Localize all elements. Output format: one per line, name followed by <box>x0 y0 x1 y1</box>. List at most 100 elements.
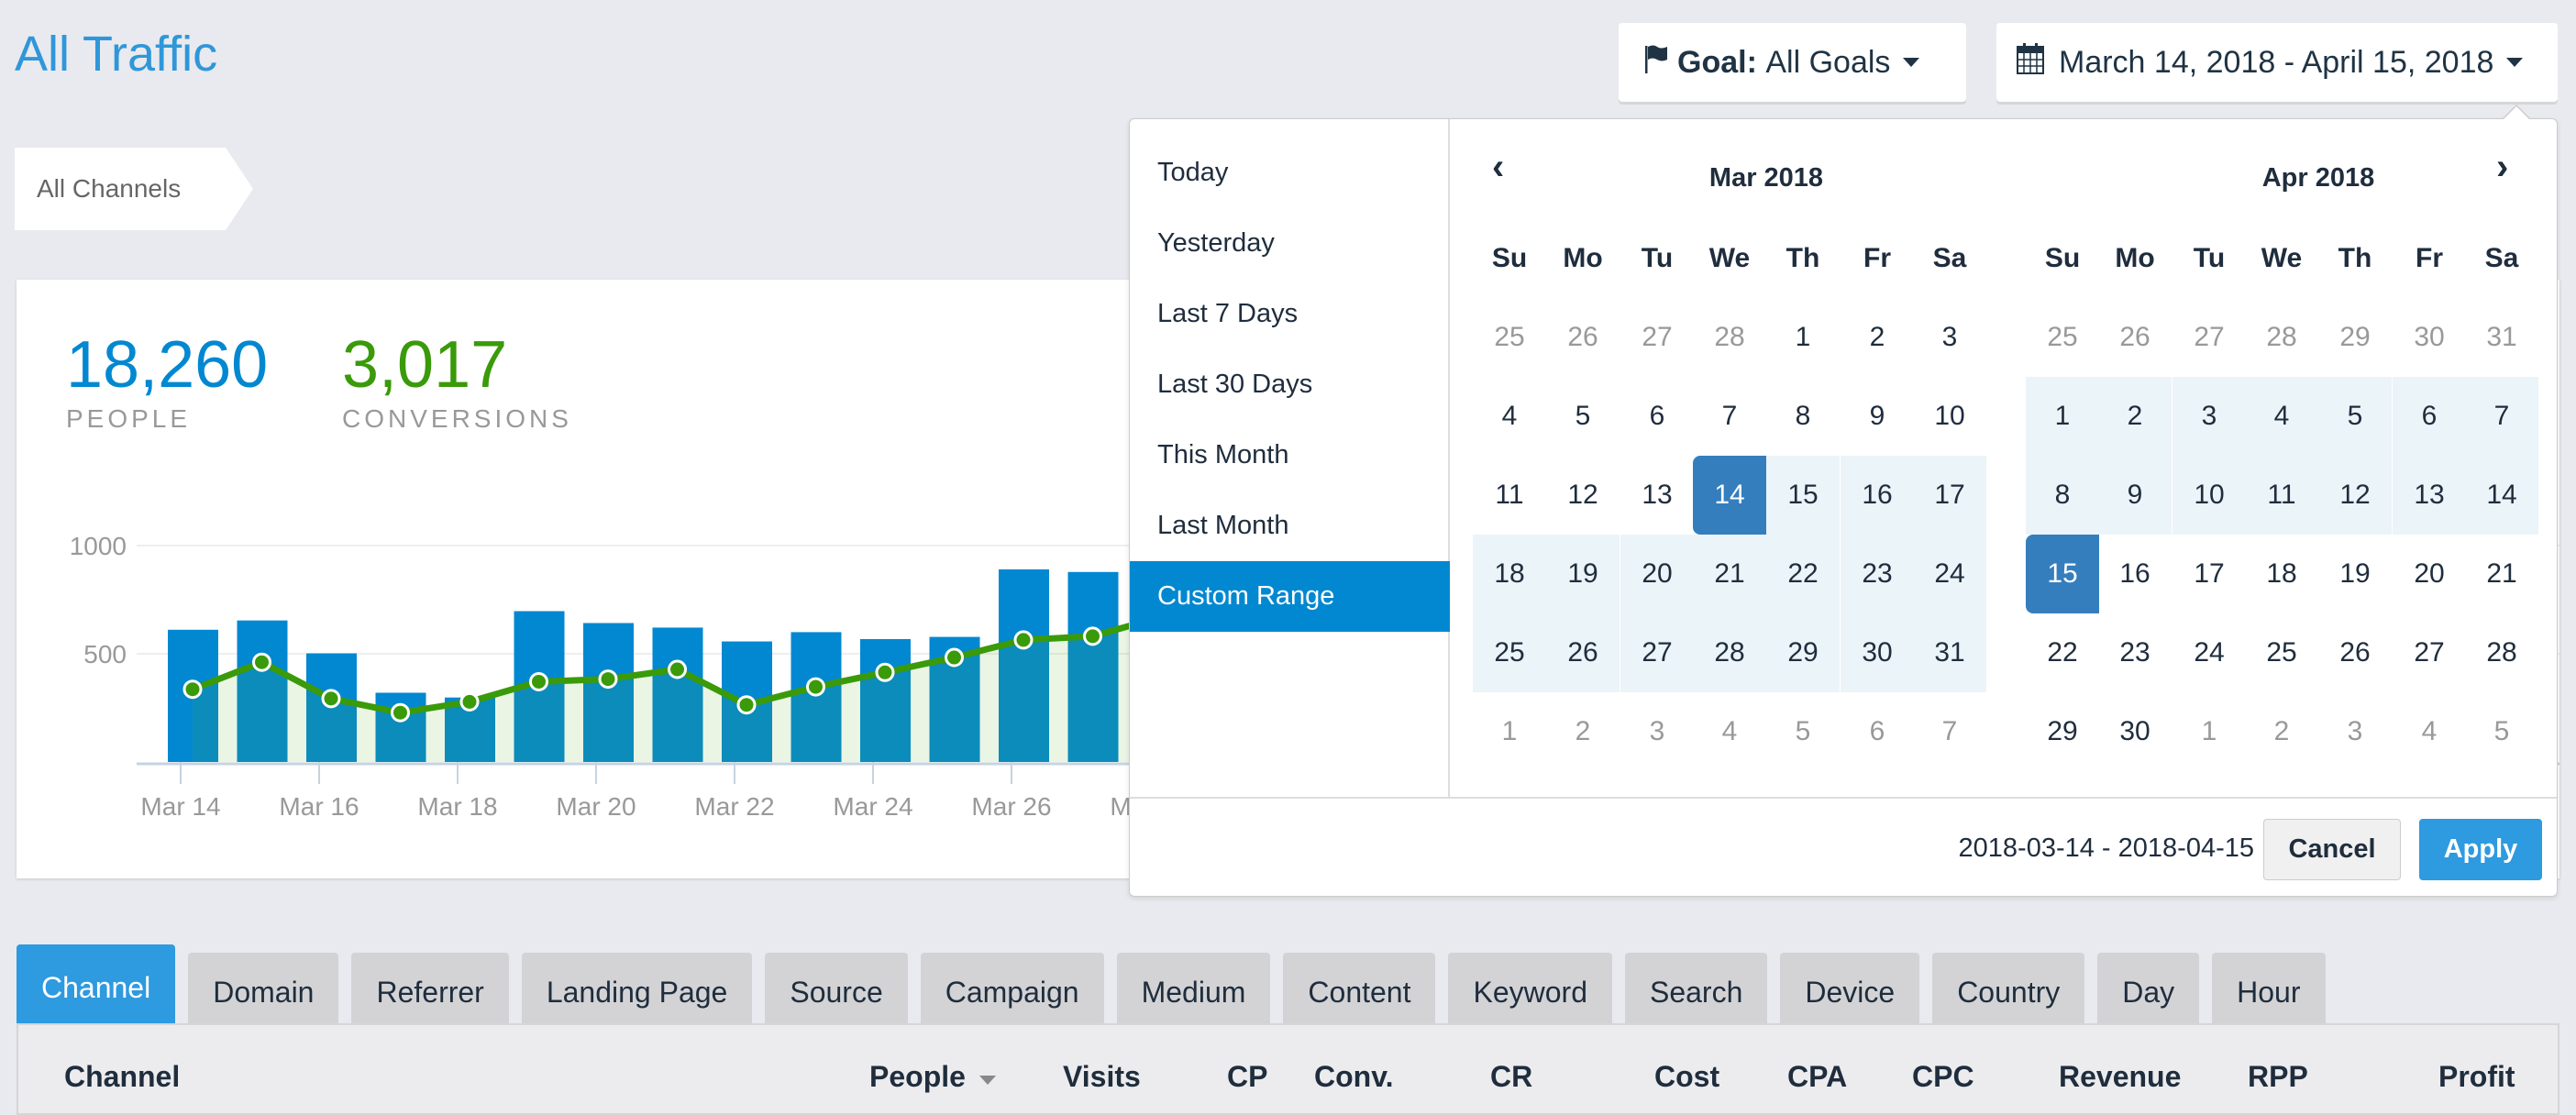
calendar-day[interactable]: 2 <box>1869 322 1885 352</box>
calendar-day[interactable]: 7 <box>1941 716 1958 746</box>
calendar-day[interactable]: 12 <box>1567 480 1598 510</box>
calendar-day[interactable]: 27 <box>2414 637 2445 668</box>
calendar-day[interactable]: 24 <box>2194 637 2225 668</box>
tab-device[interactable]: Device <box>1780 953 1920 1032</box>
calendar-day[interactable]: 14 <box>2465 456 2538 535</box>
calendar-day[interactable]: 19 <box>2339 558 2371 589</box>
calendar-day[interactable]: 23 <box>2119 637 2150 668</box>
calendar-day[interactable]: 8 <box>2026 456 2099 535</box>
calendar-day[interactable]: 30 <box>1841 613 1914 692</box>
column-header-cpc[interactable]: CPC <box>1912 1060 1974 1093</box>
breadcrumb-all-channels[interactable]: All Channels <box>15 148 253 230</box>
calendar-day[interactable]: 15 <box>1766 456 1840 535</box>
calendar-day[interactable]: 10 <box>1934 401 1965 431</box>
column-header-people[interactable]: People <box>869 1060 966 1093</box>
calendar-day[interactable]: 22 <box>1766 535 1840 613</box>
tab-landing-page[interactable]: Landing Page <box>521 953 753 1032</box>
column-header-profit[interactable]: Profit <box>2438 1060 2515 1093</box>
range-last-month[interactable]: Last Month <box>1157 511 1289 540</box>
calendar-day[interactable]: 13 <box>1642 480 1673 510</box>
calendar-day[interactable]: 24 <box>1913 535 1986 613</box>
calendar-day[interactable]: 31 <box>2486 322 2517 352</box>
calendar-day[interactable]: 28 <box>1714 322 1745 352</box>
calendar-day[interactable]: 4 <box>1501 401 1518 431</box>
tab-campaign[interactable]: Campaign <box>920 953 1104 1032</box>
calendar-day[interactable]: 4 <box>1721 716 1738 746</box>
calendar-day[interactable]: 29 <box>1766 613 1840 692</box>
tab-hour[interactable]: Hour <box>2212 953 2326 1032</box>
calendar-day[interactable]: 25 <box>2047 322 2078 352</box>
calendar-day[interactable]: 19 <box>1546 535 1620 613</box>
calendar-day[interactable]: 4 <box>2245 377 2318 456</box>
calendar-day[interactable]: 23 <box>1841 535 1914 613</box>
calendar-day[interactable]: 1 <box>2201 716 2217 746</box>
column-header-rpp[interactable]: RPP <box>2248 1060 2308 1093</box>
calendar-day[interactable]: 14 <box>1693 456 1766 535</box>
range-yesterday[interactable]: Yesterday <box>1157 228 1275 258</box>
calendar-day[interactable]: 7 <box>1721 401 1738 431</box>
calendar-day[interactable]: 16 <box>2119 558 2150 589</box>
calendar-day[interactable]: 11 <box>2245 456 2318 535</box>
calendar-day[interactable]: 21 <box>2486 558 2517 589</box>
tab-source[interactable]: Source <box>765 953 908 1032</box>
calendar-day[interactable]: 9 <box>2098 456 2172 535</box>
calendar-day[interactable]: 27 <box>1620 613 1694 692</box>
calendar-day[interactable]: 5 <box>1795 716 1811 746</box>
column-header-channel[interactable]: Channel <box>64 1060 181 1093</box>
calendar-day[interactable]: 3 <box>1941 322 1958 352</box>
calendar-day[interactable]: 27 <box>2194 322 2225 352</box>
calendar-day[interactable]: 26 <box>1567 322 1598 352</box>
calendar-day[interactable]: 3 <box>2172 377 2246 456</box>
tab-keyword[interactable]: Keyword <box>1448 953 1612 1032</box>
calendar-day[interactable]: 17 <box>1913 456 1986 535</box>
range-today[interactable]: Today <box>1157 158 1229 187</box>
goal-dropdown[interactable]: Goal: All Goals <box>1619 23 1966 102</box>
tab-channel[interactable]: Channel <box>17 944 176 1032</box>
tab-day[interactable]: Day <box>2097 953 2200 1032</box>
calendar-day[interactable]: 25 <box>1473 613 1546 692</box>
next-month-icon[interactable]: › <box>2496 147 2509 187</box>
range-last-7-days[interactable]: Last 7 Days <box>1157 299 1299 328</box>
calendar-day[interactable]: 22 <box>2047 637 2078 668</box>
calendar-day[interactable]: 20 <box>1620 535 1694 613</box>
tab-domain[interactable]: Domain <box>188 953 339 1032</box>
column-header-cost[interactable]: Cost <box>1654 1060 1720 1093</box>
calendar-day[interactable]: 26 <box>2339 637 2371 668</box>
calendar-day[interactable]: 28 <box>2486 637 2517 668</box>
calendar-day[interactable]: 21 <box>1693 535 1766 613</box>
calendar-day[interactable]: 2 <box>1575 716 1591 746</box>
calendar-day[interactable]: 27 <box>1642 322 1673 352</box>
date-range-button[interactable]: March 14, 2018 - April 15, 2018 <box>1996 23 2558 102</box>
calendar-day[interactable]: 1 <box>2026 377 2099 456</box>
calendar-day[interactable]: 18 <box>1473 535 1546 613</box>
column-header-cr[interactable]: CR <box>1490 1060 1533 1093</box>
calendar-day[interactable]: 13 <box>2393 456 2466 535</box>
column-header-cp[interactable]: CP <box>1227 1060 1268 1093</box>
column-header-conv[interactable]: Conv. <box>1314 1060 1394 1093</box>
calendar-day[interactable]: 15 <box>2026 535 2099 613</box>
calendar-day[interactable]: 9 <box>1869 401 1885 431</box>
calendar-day[interactable]: 28 <box>2266 322 2297 352</box>
calendar-day[interactable]: 8 <box>1795 401 1811 431</box>
calendar-day[interactable]: 29 <box>2047 716 2078 746</box>
tab-content[interactable]: Content <box>1283 953 1436 1032</box>
calendar-day[interactable]: 2 <box>2098 377 2172 456</box>
calendar-day[interactable]: 5 <box>2493 716 2510 746</box>
tab-referrer[interactable]: Referrer <box>351 953 509 1032</box>
calendar-day[interactable]: 30 <box>2119 716 2150 746</box>
cancel-button[interactable]: Cancel <box>2263 819 2401 880</box>
tab-country[interactable]: Country <box>1932 953 2085 1032</box>
calendar-day[interactable]: 26 <box>2119 322 2150 352</box>
calendar-day[interactable]: 29 <box>2339 322 2371 352</box>
column-header-visits[interactable]: Visits <box>1063 1060 1141 1093</box>
calendar-day[interactable]: 17 <box>2194 558 2225 589</box>
tab-search[interactable]: Search <box>1624 953 1768 1032</box>
calendar-day[interactable]: 25 <box>1494 322 1525 352</box>
calendar-day[interactable]: 28 <box>1693 613 1766 692</box>
tab-medium[interactable]: Medium <box>1116 953 1271 1032</box>
column-header-cpa[interactable]: CPA <box>1787 1060 1848 1093</box>
calendar-day[interactable]: 5 <box>1575 401 1591 431</box>
calendar-day[interactable]: 7 <box>2465 377 2538 456</box>
range-this-month[interactable]: This Month <box>1157 440 1289 469</box>
calendar-day[interactable]: 20 <box>2414 558 2445 589</box>
